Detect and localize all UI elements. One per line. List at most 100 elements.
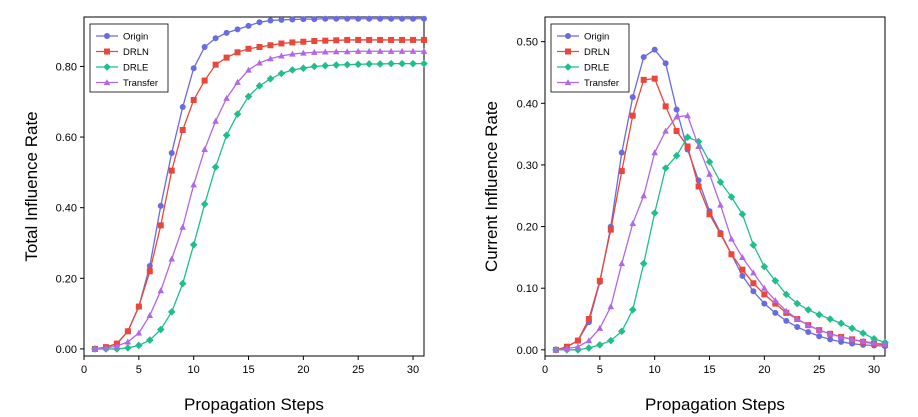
chart-left-data-point-transfer	[245, 66, 252, 73]
chart-left-plot-frame	[83, 16, 425, 357]
chart-right-series-transfer	[552, 112, 889, 353]
chart-left-data-point-drle	[178, 279, 187, 288]
chart-right-data-point-drle	[617, 327, 626, 336]
chart-left-data-point-origin	[223, 29, 230, 36]
chart-right-data-point-drle	[870, 334, 878, 343]
chart-right-data-point-transfer	[706, 170, 713, 177]
chart-left-data-point-drle	[233, 110, 242, 118]
chart-right-data-point-transfer	[717, 201, 724, 208]
chart-left-data-point-transfer	[179, 223, 187, 230]
chart-left-data-point-drln	[223, 54, 230, 61]
chart-right-data-point-origin	[739, 272, 746, 279]
chart-right-legend-label-drle: DRLE	[584, 63, 609, 74]
chart-left-data-point-transfer	[146, 311, 154, 318]
chart-right-data-point-drle	[749, 241, 758, 249]
chart-right-data-point-drle	[837, 319, 845, 328]
chart-left-data-point-transfer	[354, 47, 362, 54]
chart-left-data-point-transfer	[256, 59, 263, 66]
chart-right-legend: Origin DRLN DRLE Transfer	[550, 23, 630, 93]
chart-left-data-point-drln	[333, 37, 340, 44]
chart-left-data-point-origin	[201, 44, 208, 51]
chart-left-data-point-transfer	[321, 48, 329, 55]
chart-left-data-point-origin	[399, 15, 406, 22]
chart-left-ytick-label: 0.40	[56, 203, 77, 215]
chart-left-data-point-origin	[355, 15, 362, 22]
chart-right-data-point-drle	[793, 299, 802, 308]
chart-right-data-point-drln	[618, 168, 625, 175]
chart-right-data-point-transfer	[826, 330, 834, 337]
chart-left-data-point-drle	[420, 59, 428, 68]
chart-right-data-point-transfer	[859, 337, 867, 344]
chart-right-data-point-origin	[618, 149, 625, 156]
chart-left-data-point-drle	[409, 59, 417, 68]
chart-right-data-point-drln	[629, 112, 636, 119]
chart-left-data-point-origin	[267, 17, 274, 24]
chart-left-xtick-label: 0	[81, 364, 87, 376]
chart-right-data-point-drln	[651, 75, 658, 82]
chart-left-xtick-label: 30	[407, 364, 419, 376]
chart-left-data-point-transfer	[212, 117, 219, 124]
chart-left-data-point-drln	[190, 96, 197, 103]
chart-left-data-point-transfer	[124, 338, 132, 345]
chart-right-legend-label-transfer: Transfer	[584, 78, 619, 89]
chart-right-data-point-transfer	[728, 235, 735, 242]
chart-left-data-point-drln	[256, 44, 263, 51]
chart-right-data-point-transfer	[750, 269, 757, 276]
chart-left-data-point-origin	[344, 15, 351, 22]
chart-right-ytick-label: 0.40	[517, 98, 538, 110]
chart-right-data-point-drle	[672, 151, 681, 160]
chart-left-data-point-drln	[410, 36, 417, 43]
chart-right: 0 5 10 15 20 25 30 0.00 0.10 0.20 0.30 0.40 0.50 Prop…	[482, 16, 889, 414]
chart-right-series-line-origin	[555, 48, 886, 351]
chart-right-data-point-drln	[596, 277, 603, 284]
chart-left-data-point-origin	[245, 22, 252, 29]
chart-left-x-axis-label: Propagation Steps	[184, 395, 324, 414]
chart-left-ytick-label: 0.20	[56, 273, 77, 285]
chart-left-data-point-drle	[200, 200, 209, 208]
chart-right-data-point-drle	[683, 133, 692, 141]
chart-right-data-point-drln	[684, 143, 691, 150]
chart-left-data-point-drle	[332, 61, 341, 69]
chart-left-data-point-transfer	[102, 344, 110, 351]
chart-right-series-drle	[552, 133, 889, 354]
chart-right-data-point-drle	[639, 259, 648, 268]
chart-right-data-point-drle	[771, 277, 780, 285]
chart-left-data-point-transfer	[135, 329, 143, 336]
chart-right-data-point-transfer	[782, 307, 790, 314]
chart-right-data-point-transfer	[618, 260, 626, 267]
chart-left-legend-label-drle: DRLE	[123, 63, 148, 74]
chart-left-data-point-drle	[244, 92, 253, 101]
chart-left-data-point-drln	[157, 222, 164, 229]
chart-right-data-point-drle	[607, 336, 615, 345]
chart-left-xtick-label: 5	[136, 364, 142, 376]
chart-left-data-point-drln	[245, 45, 252, 52]
chart-right-data-point-drle	[650, 209, 659, 217]
chart-left-legend-label-origin: Origin	[123, 32, 148, 43]
chart-left-data-point-origin	[234, 26, 241, 33]
chart-left-data-point-transfer	[409, 47, 417, 54]
chart-left-series-transfer	[91, 47, 428, 352]
chart-left-data-point-drln	[300, 38, 307, 45]
chart-left-data-point-drln	[322, 37, 329, 44]
chart-right-series-drln	[552, 75, 888, 353]
chart-left: 0 5 10 15 20 25 30 0.00 0.20 0.40 0.60 0.80 Propagat…	[22, 15, 428, 414]
chart-left-xtick-label: 25	[352, 364, 364, 376]
chart-right-data-point-transfer	[596, 324, 604, 331]
chart-left-data-point-transfer	[223, 94, 230, 101]
chart-right-data-point-origin	[783, 317, 790, 324]
chart-left-data-point-transfer	[332, 48, 340, 55]
chart-left-y-axis-label: Total Influence Rate	[22, 111, 41, 261]
chart-right-data-point-origin	[629, 94, 636, 101]
chart-left-data-point-transfer	[190, 181, 197, 188]
chart-left-data-point-drle	[398, 59, 406, 68]
chart-left-data-point-drln	[201, 77, 208, 84]
chart-left-data-point-transfer	[289, 50, 296, 57]
chart-right-data-point-transfer	[607, 303, 615, 310]
chart-left-data-point-drln	[377, 36, 384, 43]
chart-left-data-point-drln	[366, 36, 373, 43]
chart-left-data-point-origin	[256, 19, 263, 26]
chart-left-data-point-origin	[157, 202, 164, 209]
chart-left-data-point-drln	[355, 36, 362, 43]
chart-right-series-line-drln	[555, 77, 886, 351]
chart-left-data-point-drle	[365, 60, 373, 68]
